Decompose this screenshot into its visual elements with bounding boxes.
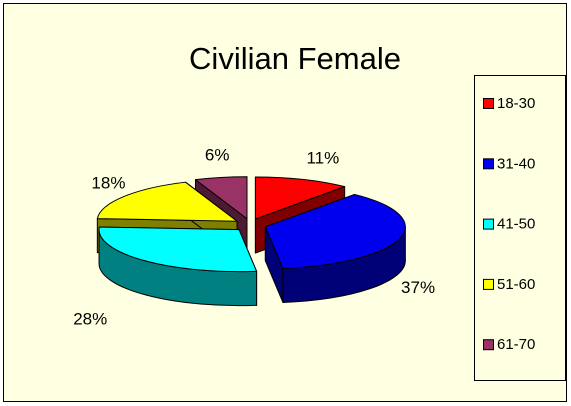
slice-group <box>98 226 258 307</box>
legend-swatch <box>483 98 494 109</box>
slice <box>96 181 238 222</box>
data-label: 6% <box>205 146 230 165</box>
legend-label: 61-70 <box>497 336 535 353</box>
legend-label: 18-30 <box>497 95 535 112</box>
legend-label: 41-50 <box>497 216 535 233</box>
legend-swatch <box>483 278 494 290</box>
slice <box>194 176 248 220</box>
legend-swatch <box>483 339 494 351</box>
slice <box>98 226 258 273</box>
slice <box>264 193 406 269</box>
data-label: 11% <box>306 149 339 168</box>
legend-label: 31-40 <box>497 155 535 172</box>
legend-swatch <box>483 158 494 170</box>
data-label: 28% <box>73 310 107 329</box>
pie: 11% 37% 28% 18% 6% <box>73 146 435 329</box>
chart-title: Civilian Female <box>189 41 401 76</box>
slice <box>254 176 346 220</box>
data-label: 37% <box>401 278 435 297</box>
legend-label: 51-60 <box>497 276 535 293</box>
legend: 18-30 31-40 41-50 51-60 61-70 <box>483 95 535 353</box>
legend-swatch <box>483 218 494 230</box>
slice-group <box>264 193 406 303</box>
data-label: 18% <box>91 173 125 192</box>
